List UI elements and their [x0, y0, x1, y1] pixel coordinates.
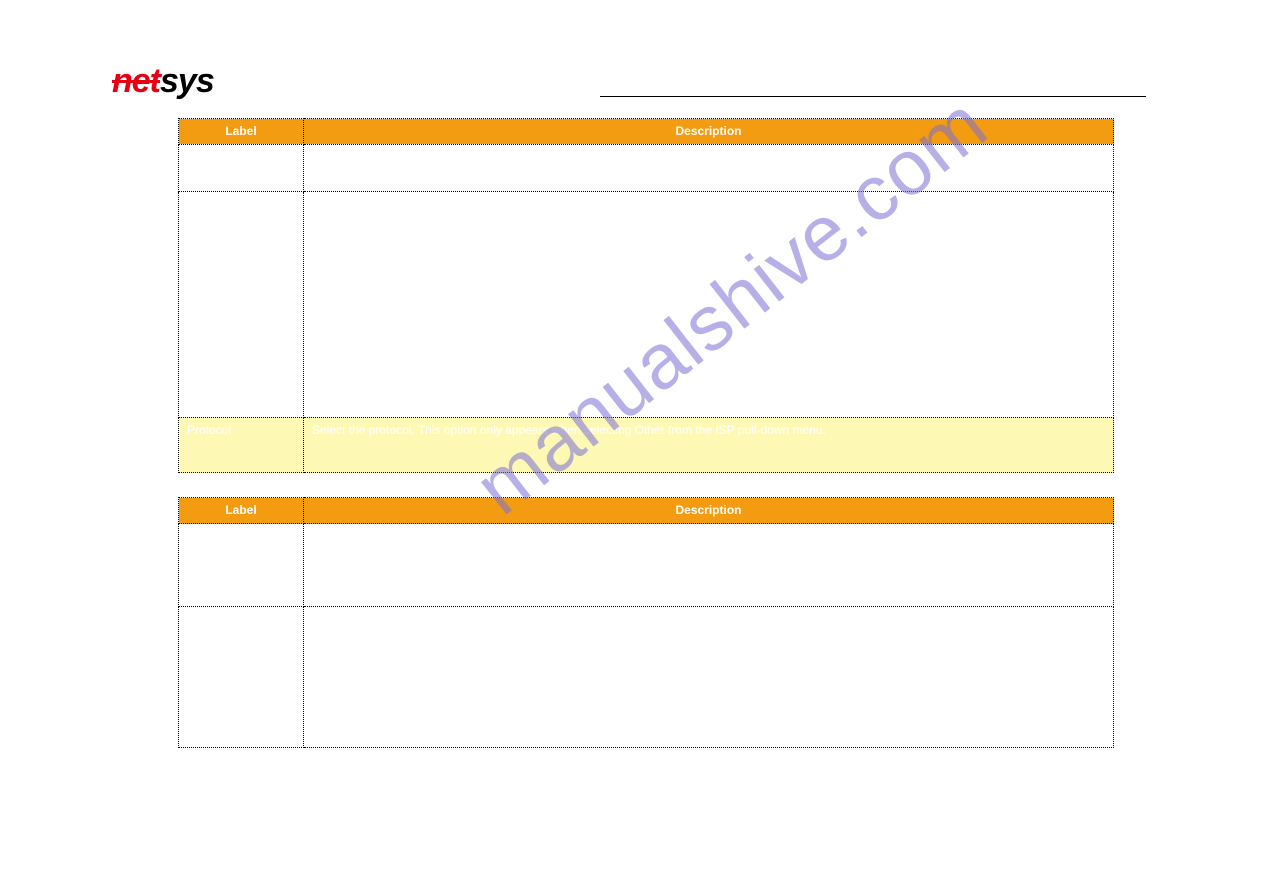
settings-table-1: Label Description Country Select your co…: [178, 118, 1114, 473]
col-header-description: Description: [675, 503, 741, 517]
row-label: Username: [187, 612, 242, 626]
col-header-description: Description: [675, 124, 741, 138]
table-row: Connection Type Select the connection ty…: [179, 524, 1114, 607]
row-label: Protocol: [187, 423, 231, 437]
brand-logo: netsys: [112, 62, 214, 101]
row-description: Select your Internet Service Provider (I…: [312, 197, 1104, 253]
row-label: ISP: [187, 197, 206, 211]
col-header-label: Label: [225, 503, 256, 517]
table-row: Country Select your country from the pul…: [179, 144, 1114, 191]
table-header-row: Label Description: [179, 119, 1114, 145]
col-header-label: Label: [225, 124, 256, 138]
row-description: Select the connection type: VDSL, ADSL, …: [312, 529, 1074, 557]
row-description: Select your country from the pull-down m…: [312, 150, 770, 164]
settings-table-2: Label Description Connection Type Select…: [178, 497, 1114, 748]
logo-part1: net: [112, 62, 160, 100]
table-row: Username Enter the user name exactly as …: [179, 607, 1114, 748]
table-row-highlight: Protocol Select the protocol. This optio…: [179, 417, 1114, 472]
row-description: Select the protocol. This option only ap…: [312, 423, 826, 437]
row-label: Country: [187, 150, 229, 164]
logo-part2: sys: [160, 62, 214, 100]
header-underline: [600, 96, 1146, 97]
page-title: NV-720S ADSL2+/VDSL2 Wi-Fi USER'S MANUAL…: [824, 72, 1145, 86]
row-label: Connection Type: [187, 529, 277, 543]
table-header-row: Label Description: [179, 498, 1114, 524]
row-description: Enter the user name exactly as your ISP …: [312, 612, 581, 626]
table-row: ISP Select your Internet Service Provide…: [179, 191, 1114, 417]
